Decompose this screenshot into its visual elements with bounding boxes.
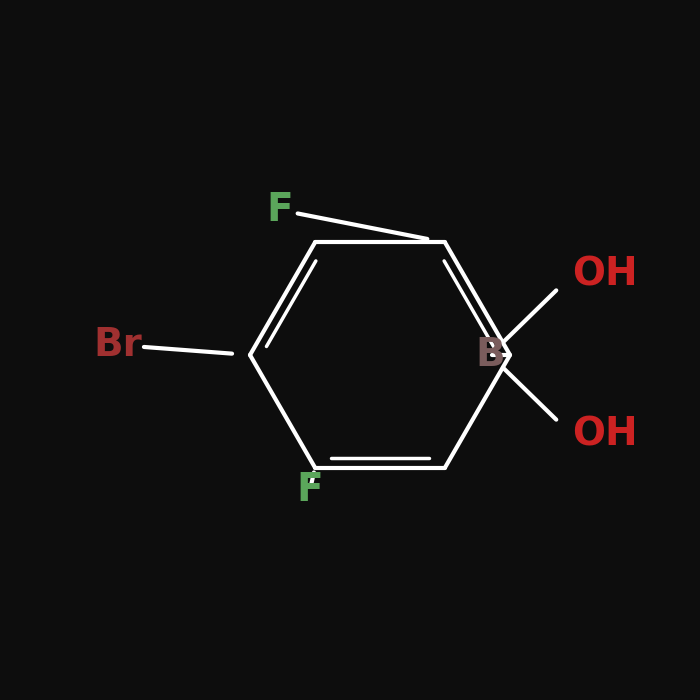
Text: F: F [297,471,323,509]
Text: OH: OH [572,416,638,454]
Text: Br: Br [94,326,142,364]
Text: F: F [267,191,293,229]
Text: B: B [475,336,505,374]
Text: OH: OH [572,256,638,294]
